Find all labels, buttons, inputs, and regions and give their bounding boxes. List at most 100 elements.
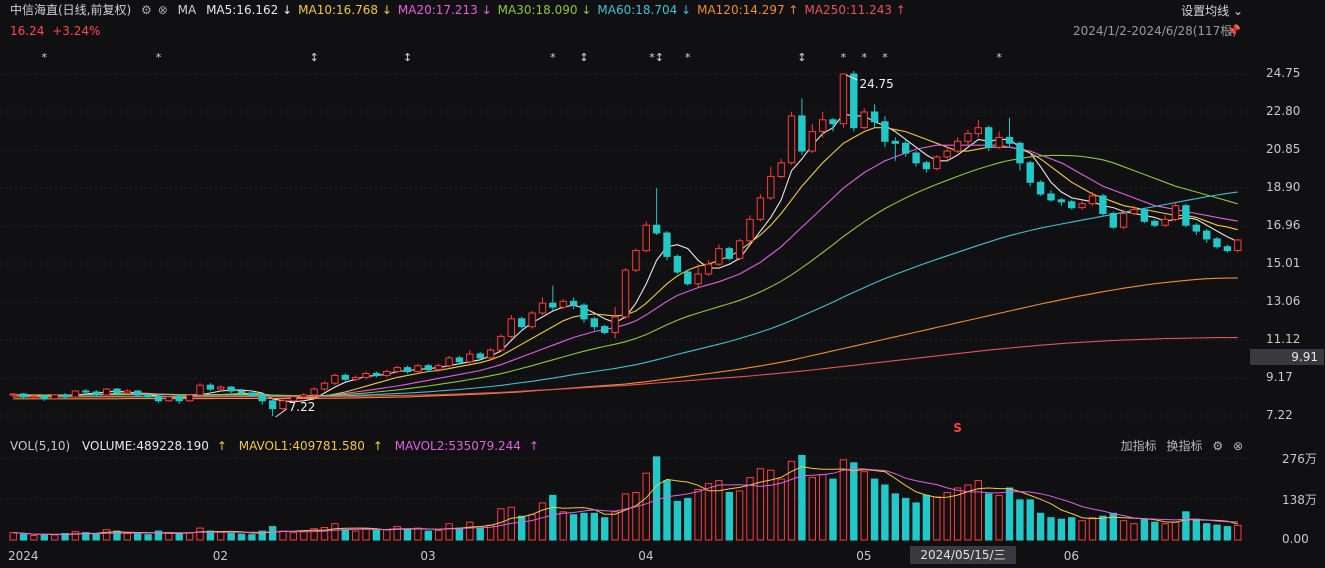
volume-bar[interactable] <box>1213 524 1221 541</box>
volume-bar[interactable] <box>839 459 848 541</box>
volume-bar[interactable] <box>1234 524 1242 541</box>
volume-bar[interactable] <box>787 460 796 541</box>
candle[interactable] <box>953 137 962 154</box>
candle[interactable] <box>767 166 775 200</box>
add-indicator-button[interactable]: 加指标 <box>1120 439 1157 453</box>
candle[interactable] <box>289 394 298 403</box>
candle[interactable] <box>632 248 640 273</box>
volume-bar[interactable] <box>902 497 910 541</box>
candle[interactable] <box>445 355 453 368</box>
volume-bar[interactable] <box>704 483 713 541</box>
volume-bar[interactable] <box>445 523 453 541</box>
volume-bar[interactable] <box>476 527 484 541</box>
event-mark[interactable]: * <box>841 51 847 64</box>
candle[interactable] <box>642 221 650 253</box>
candle[interactable] <box>538 297 547 315</box>
volume-bar[interactable] <box>632 492 640 541</box>
gear-icon[interactable]: ⚙ <box>1212 439 1224 453</box>
candle[interactable] <box>870 104 879 128</box>
volume-bar[interactable] <box>1005 487 1014 541</box>
candle[interactable] <box>1192 223 1200 235</box>
volume-bar[interactable] <box>673 500 682 541</box>
candle[interactable] <box>82 389 90 395</box>
event-mark[interactable]: ↕ <box>403 51 412 64</box>
volume-bar[interactable] <box>642 472 650 541</box>
volume-bar[interactable] <box>279 530 287 541</box>
volume-bar[interactable] <box>289 532 298 541</box>
candle[interactable] <box>175 394 183 404</box>
candle[interactable] <box>196 383 204 396</box>
candle[interactable] <box>1213 236 1221 249</box>
candle[interactable] <box>798 98 806 155</box>
candle[interactable] <box>1088 192 1097 206</box>
candle[interactable] <box>362 371 370 380</box>
volume-bar[interactable] <box>663 480 671 541</box>
event-mark[interactable]: * <box>882 51 888 64</box>
candle[interactable] <box>995 131 1003 150</box>
candle[interactable] <box>601 324 609 335</box>
candle[interactable] <box>580 303 588 323</box>
volume-bar[interactable] <box>819 474 827 541</box>
candle[interactable] <box>1203 229 1211 243</box>
candle[interactable] <box>1047 190 1055 202</box>
candle[interactable] <box>1026 160 1034 187</box>
volume-bar[interactable] <box>767 469 775 541</box>
candle[interactable] <box>123 389 131 394</box>
candle[interactable] <box>237 389 246 395</box>
candle[interactable] <box>61 392 69 399</box>
candle[interactable] <box>1057 197 1066 206</box>
candle[interactable] <box>476 352 484 360</box>
candle[interactable] <box>1119 209 1128 230</box>
volume-bar[interactable] <box>518 515 526 541</box>
candle[interactable] <box>393 365 401 374</box>
candle[interactable] <box>1130 205 1138 216</box>
candle[interactable] <box>144 393 152 399</box>
volume-bar[interactable] <box>258 530 266 541</box>
event-mark[interactable]: ↕ <box>579 51 588 64</box>
volume-bar[interactable] <box>1130 523 1138 541</box>
volume-bar[interactable] <box>881 484 889 541</box>
volume-bar[interactable] <box>9 532 17 541</box>
candle[interactable] <box>808 123 816 154</box>
candle[interactable] <box>652 188 661 235</box>
volume-bar[interactable] <box>829 478 837 541</box>
candle[interactable] <box>30 393 38 399</box>
volume-bar[interactable] <box>580 512 588 541</box>
candle[interactable] <box>1223 244 1232 253</box>
event-mark[interactable]: * <box>685 51 691 64</box>
volume-bar[interactable] <box>611 511 619 541</box>
volume-bar[interactable] <box>1026 499 1034 541</box>
candle[interactable] <box>829 117 837 132</box>
event-mark[interactable]: * <box>996 51 1002 64</box>
candle[interactable] <box>497 334 505 353</box>
candle[interactable] <box>704 260 713 276</box>
volume-bar[interactable] <box>798 455 806 541</box>
volume-bar[interactable] <box>756 468 765 541</box>
candle[interactable] <box>1182 203 1190 228</box>
candle[interactable] <box>71 390 80 398</box>
candle[interactable] <box>217 385 225 392</box>
event-mark[interactable]: * <box>156 51 162 64</box>
candle[interactable] <box>1161 215 1169 228</box>
candle[interactable] <box>1151 219 1159 228</box>
candle[interactable] <box>227 386 235 393</box>
volume-bar[interactable] <box>341 529 350 541</box>
sell-signal-mark[interactable]: S <box>953 421 962 435</box>
volume-bar[interactable] <box>850 462 858 541</box>
event-mark[interactable]: * <box>861 51 867 64</box>
candle[interactable] <box>756 193 765 222</box>
volume-bar[interactable] <box>414 527 422 541</box>
candle[interactable] <box>787 112 796 165</box>
volume-bar[interactable] <box>870 478 879 541</box>
candle[interactable] <box>746 215 754 243</box>
candle[interactable] <box>725 246 733 261</box>
volume-bar[interactable] <box>684 497 692 541</box>
volume-bar[interactable] <box>964 484 972 541</box>
volume-bar[interactable] <box>102 529 111 541</box>
candle[interactable] <box>839 73 848 128</box>
volume-bar[interactable] <box>71 531 80 541</box>
volume-bar[interactable] <box>393 526 401 541</box>
candle[interactable] <box>486 348 495 360</box>
candle[interactable] <box>974 119 982 138</box>
volume-bar[interactable] <box>331 523 339 541</box>
